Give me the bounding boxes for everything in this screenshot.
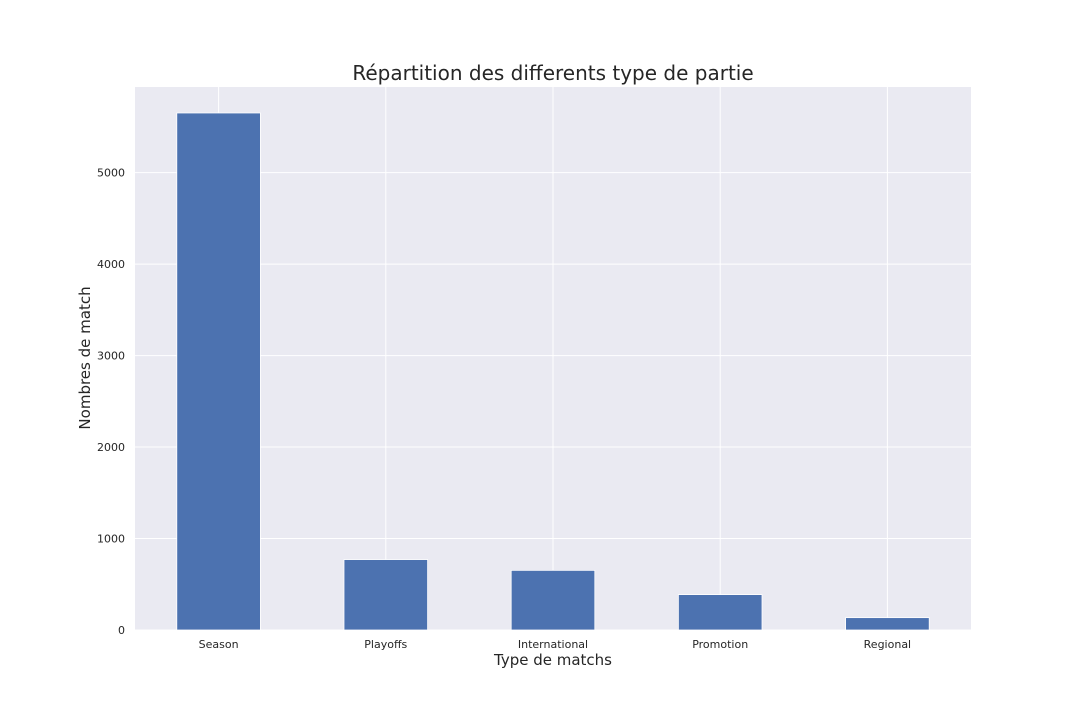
bars bbox=[176, 112, 930, 631]
x-tick-label: Regional bbox=[864, 638, 911, 651]
y-tick-labels: 0 1000 2000 3000 4000 5000 bbox=[97, 167, 125, 637]
y-tick-label: 3000 bbox=[97, 350, 125, 363]
chart-title: Répartition des differents type de parti… bbox=[352, 61, 753, 85]
x-tick-labels: Season Playoffs International Promotion Regi… bbox=[199, 638, 912, 651]
y-tick-label: 2000 bbox=[97, 441, 125, 454]
bar-regional bbox=[845, 617, 930, 631]
y-tick-label: 1000 bbox=[97, 533, 125, 546]
bar-promotion bbox=[678, 594, 763, 631]
bar-international bbox=[510, 569, 596, 631]
y-tick-label: 5000 bbox=[97, 167, 125, 180]
y-axis-label: Nombres de match bbox=[76, 286, 94, 429]
bar-playoffs bbox=[343, 559, 428, 631]
x-tick-label: Season bbox=[199, 638, 239, 651]
x-tick-label: Promotion bbox=[692, 638, 748, 651]
x-tick-label: Playoffs bbox=[364, 638, 407, 651]
y-tick-label: 4000 bbox=[97, 258, 125, 271]
bar-season bbox=[176, 112, 261, 631]
x-axis-label: Type de matchs bbox=[493, 651, 612, 669]
x-tick-label: International bbox=[518, 638, 588, 651]
y-tick-label: 0 bbox=[118, 624, 125, 637]
